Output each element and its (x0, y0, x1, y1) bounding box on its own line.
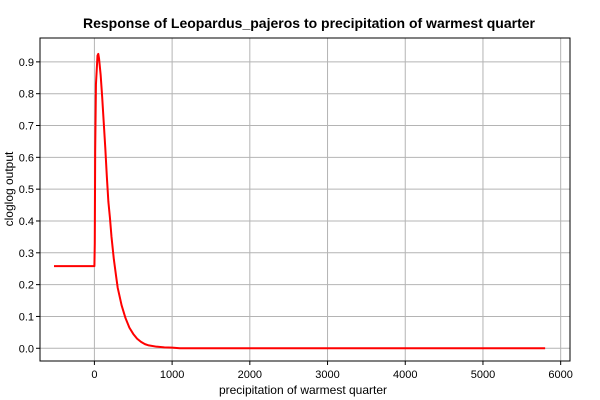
y-tick-label: 0.6 (19, 152, 34, 164)
y-tick-label: 0.3 (19, 248, 34, 260)
y-tick-label: 0.1 (19, 311, 34, 323)
grid-lines (40, 38, 570, 361)
x-tick-label: 1000 (160, 369, 184, 381)
x-tick-label: 3000 (315, 369, 339, 381)
y-tick-label: 0.8 (19, 89, 34, 101)
y-tick-label: 0.9 (19, 57, 34, 69)
y-tick-label: 0.0 (19, 343, 34, 355)
chart-title: Response of Leopardus_pajeros to precipi… (83, 15, 536, 31)
y-tick-label: 0.2 (19, 280, 34, 292)
y-tick-label: 0.5 (19, 184, 34, 196)
x-tick-label: 5000 (471, 369, 495, 381)
x-tick-label: 4000 (393, 369, 417, 381)
y-axis: 0.0 0.1 0.2 0.3 0.4 0.5 0.6 0.7 0.8 0.9 (19, 57, 40, 355)
x-axis: 0 1000 2000 3000 4000 5000 6000 (91, 361, 573, 381)
y-tick-label: 0.4 (19, 216, 34, 228)
x-tick-label: 0 (91, 369, 97, 381)
y-tick-label: 0.7 (19, 121, 34, 133)
plot-area (39, 37, 571, 362)
response-curve (53, 52, 546, 350)
x-axis-label: precipitation of warmest quarter (219, 383, 387, 397)
x-tick-label: 2000 (238, 369, 262, 381)
y-axis-label: cloglog output (2, 151, 16, 226)
x-tick-label: 6000 (548, 369, 572, 381)
